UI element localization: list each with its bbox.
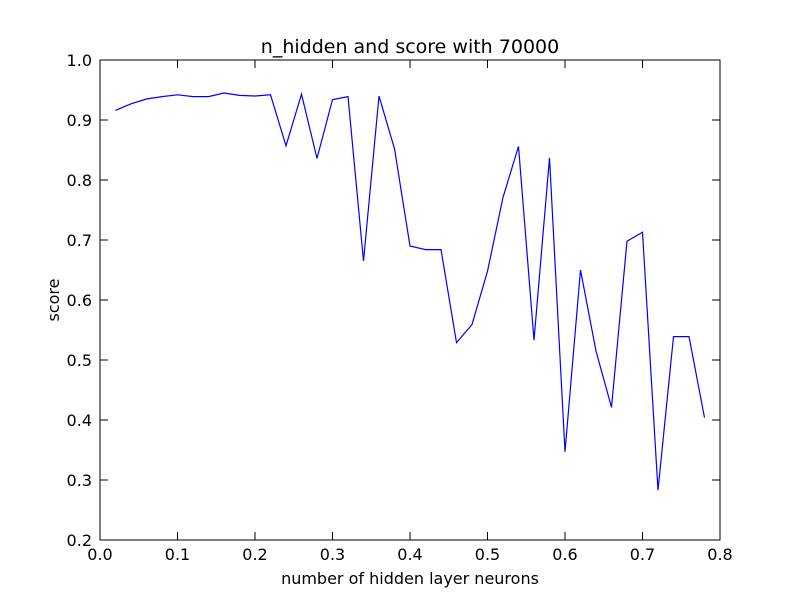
data-point <box>626 241 627 242</box>
data-point <box>301 94 302 95</box>
data-point <box>456 342 457 343</box>
plot-area-frame <box>99 59 721 541</box>
data-point <box>611 407 612 408</box>
y-tick-label: 0.7 <box>67 231 92 250</box>
data-point <box>208 96 209 97</box>
data-point <box>270 94 271 95</box>
data-point <box>363 260 364 261</box>
data-point <box>146 98 147 99</box>
data-point <box>285 145 286 146</box>
x-tick-label: 0.5 <box>475 545 500 564</box>
x-tick-label: 0.1 <box>165 545 190 564</box>
data-point <box>549 157 550 158</box>
x-tick-label: 0.0 <box>87 545 112 564</box>
data-point <box>161 96 162 97</box>
data-point <box>657 490 658 491</box>
series-line <box>115 91 706 491</box>
data-point <box>564 451 565 452</box>
data-point <box>130 103 131 104</box>
data-point <box>502 197 503 198</box>
data-point <box>487 271 488 272</box>
data-point <box>378 95 379 96</box>
y-tick-label: 1.0 <box>67 51 92 70</box>
y-tick-label: 0.2 <box>67 531 92 550</box>
data-point <box>688 336 689 337</box>
data-point <box>409 245 410 246</box>
data-point <box>533 340 534 341</box>
data-point <box>223 92 224 93</box>
y-tick-label: 0.8 <box>67 171 92 190</box>
data-point <box>595 350 596 351</box>
x-tick-label: 0.8 <box>707 545 732 564</box>
data-point <box>347 96 348 97</box>
data-point <box>642 232 643 233</box>
data-point <box>192 96 193 97</box>
chart-title: n_hidden and score with 70000 <box>261 36 559 58</box>
y-tick-label: 0.5 <box>67 351 92 370</box>
data-point <box>440 249 441 250</box>
data-point <box>115 110 116 111</box>
x-tick-label: 0.3 <box>320 545 345 564</box>
y-tick-label: 0.3 <box>67 471 92 490</box>
x-tick-label: 0.2 <box>242 545 267 564</box>
data-point <box>177 94 178 95</box>
y-axis-label: score <box>44 279 63 322</box>
data-point <box>580 269 581 270</box>
data-point <box>394 148 395 149</box>
x-axis-label: number of hidden layer neurons <box>281 569 539 588</box>
data-point <box>425 249 426 250</box>
data-point <box>239 95 240 96</box>
data-point <box>518 146 519 147</box>
x-tick-label: 0.6 <box>552 545 577 564</box>
data-point <box>316 158 317 159</box>
data-point <box>673 336 674 337</box>
x-tick-label: 0.4 <box>397 545 422 564</box>
data-point <box>254 95 255 96</box>
data-point <box>704 417 705 418</box>
y-tick-label: 0.6 <box>67 291 92 310</box>
data-point <box>332 99 333 100</box>
y-tick-label: 0.9 <box>67 111 92 130</box>
y-tick-label: 0.4 <box>67 411 92 430</box>
data-point <box>471 324 472 325</box>
x-tick-label: 0.7 <box>630 545 655 564</box>
